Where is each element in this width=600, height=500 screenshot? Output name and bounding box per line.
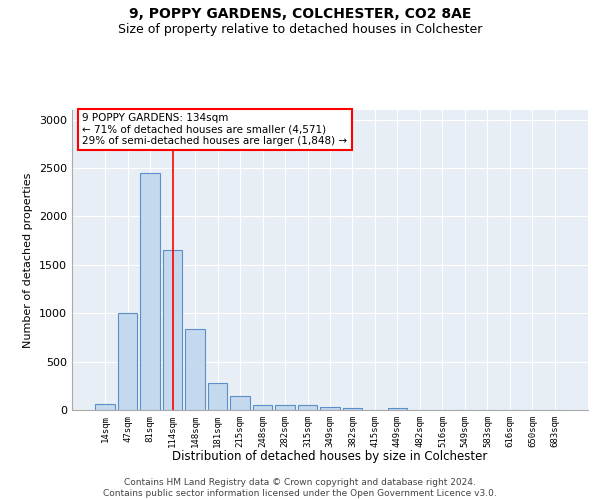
- Bar: [95, 404, 115, 410]
- Text: 9 POPPY GARDENS: 134sqm
← 71% of detached houses are smaller (4,571)
29% of semi: 9 POPPY GARDENS: 134sqm ← 71% of detache…: [82, 113, 347, 146]
- Bar: [140, 173, 160, 410]
- Text: 9, POPPY GARDENS, COLCHESTER, CO2 8AE: 9, POPPY GARDENS, COLCHESTER, CO2 8AE: [129, 8, 471, 22]
- Bar: [163, 250, 182, 410]
- Bar: [388, 408, 407, 410]
- Bar: [320, 407, 340, 410]
- Bar: [185, 328, 205, 410]
- Text: Distribution of detached houses by size in Colchester: Distribution of detached houses by size …: [172, 450, 488, 463]
- Text: Size of property relative to detached houses in Colchester: Size of property relative to detached ho…: [118, 22, 482, 36]
- Bar: [343, 408, 362, 410]
- Text: Contains HM Land Registry data © Crown copyright and database right 2024.
Contai: Contains HM Land Registry data © Crown c…: [103, 478, 497, 498]
- Bar: [298, 405, 317, 410]
- Y-axis label: Number of detached properties: Number of detached properties: [23, 172, 34, 348]
- Bar: [275, 405, 295, 410]
- Bar: [230, 396, 250, 410]
- Bar: [118, 313, 137, 410]
- Bar: [253, 405, 272, 410]
- Bar: [208, 383, 227, 410]
